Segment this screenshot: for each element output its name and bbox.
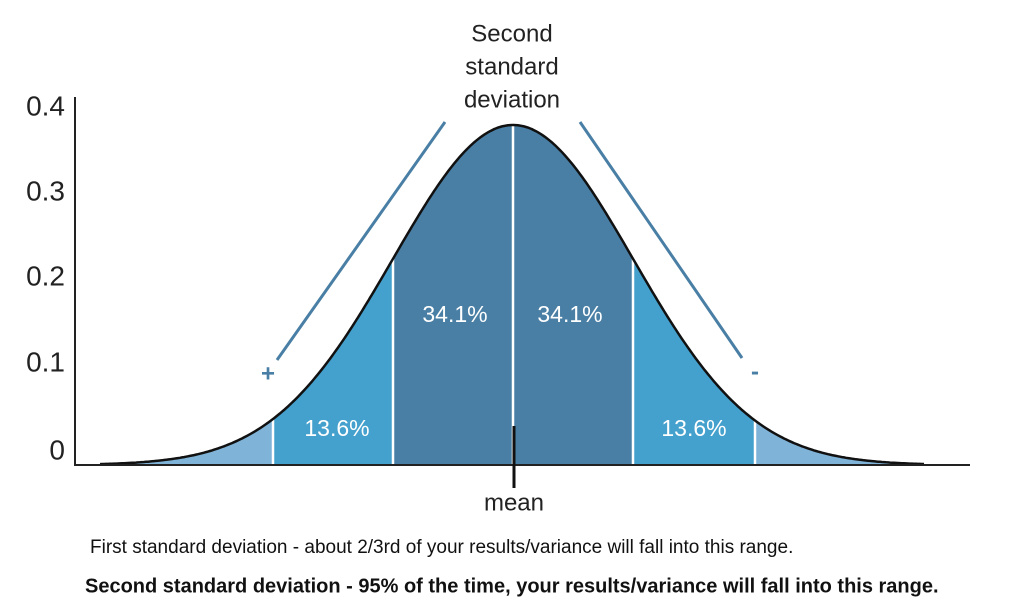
region-label: 13.6% <box>304 415 369 441</box>
plus-sign: + <box>261 360 275 387</box>
region-label: 34.1% <box>537 301 602 327</box>
region-label: 13.6% <box>661 415 726 441</box>
y-tick-label: 0.1 <box>26 346 65 377</box>
annotation-line: Second <box>471 20 552 47</box>
curve-region <box>100 419 273 465</box>
curve-region <box>755 420 925 465</box>
annotation-line: deviation <box>464 86 560 113</box>
y-tick-label: 0.2 <box>26 260 65 291</box>
curve-regions <box>99 123 925 466</box>
caption: Second standard deviation - 95% of the t… <box>85 575 939 597</box>
minus-sign: - <box>751 358 759 385</box>
region-label: 34.1% <box>422 301 487 327</box>
annotation-arrow <box>578 121 744 359</box>
mean-label: mean <box>484 489 544 516</box>
y-tick-label: 0 <box>49 434 65 465</box>
bell-curve <box>99 123 924 466</box>
annotation-line: standard <box>465 53 558 80</box>
y-tick-label: 0.4 <box>26 90 65 121</box>
y-tick-label: 0.3 <box>26 175 65 206</box>
annotation-arrow <box>275 121 447 361</box>
caption: First standard deviation - about 2/3rd o… <box>90 537 793 558</box>
